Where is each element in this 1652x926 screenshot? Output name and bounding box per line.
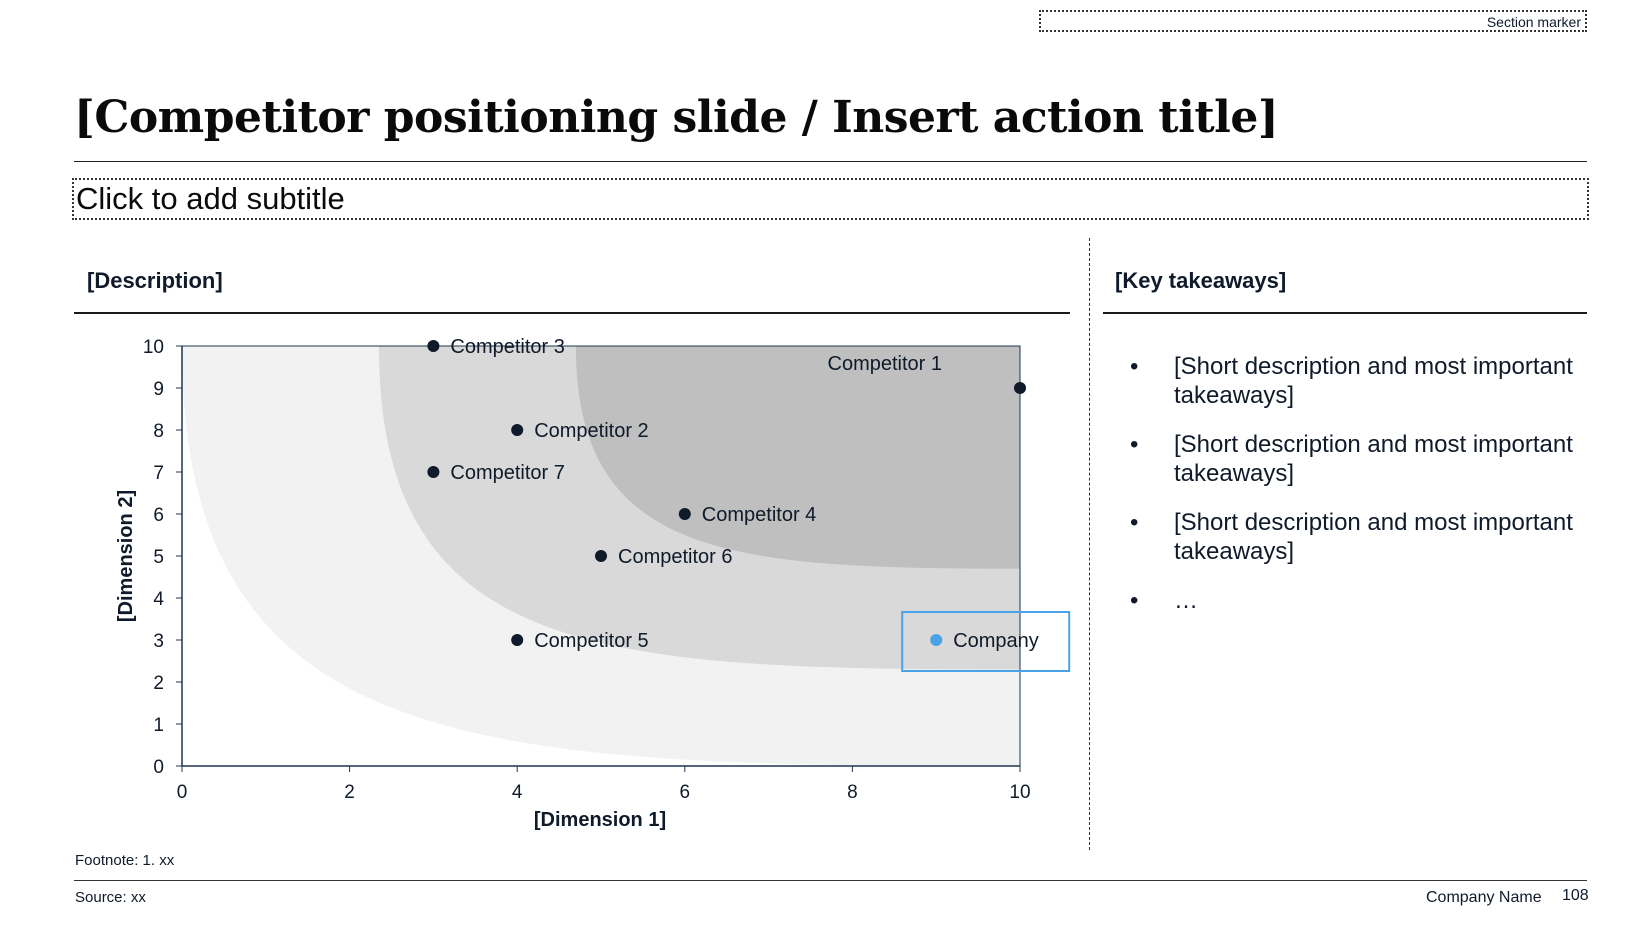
bullet-icon: • [1130,353,1139,380]
point-label: Competitor 6 [618,546,733,568]
point-label: Competitor 7 [450,462,565,484]
y-tick-label: 3 [153,631,164,652]
footer-divider [74,880,1587,881]
slide-title[interactable]: [Competitor positioning slide / Insert a… [74,92,1279,143]
point-competitor-6 [595,550,607,562]
x-tick-label: 4 [512,782,523,803]
takeaway-text: [Short description and most important ta… [1174,431,1573,487]
page-number: 108 [1562,887,1589,904]
takeaway-text: … [1174,587,1198,614]
y-tick-label: 1 [153,715,164,736]
y-tick-label: 5 [153,547,164,568]
x-tick-label: 2 [344,782,355,803]
y-tick-label: 9 [153,379,164,400]
point-label: Competitor 4 [702,504,817,526]
column-divider [1089,238,1090,850]
x-axis-label: [Dimension 1] [534,809,666,831]
description-header: [Description] [87,268,223,293]
x-tick-label: 10 [1009,782,1030,803]
point-label: Competitor 1 [828,353,943,375]
y-axis-label: [Dimension 2] [115,490,137,622]
chart-points: Competitor 1 Competitor 2 Competitor 3 Comp… [427,336,1071,672]
point-competitor-5 [511,634,524,646]
point-label: Competitor 5 [534,630,649,652]
y-tick-label: 0 [153,757,164,778]
company-name: Company Name [1426,889,1542,906]
bullet-icon: • [1130,509,1139,536]
company-highlight-box [901,611,1071,672]
chart-axes: 0 2 4 6 8 10 0 1 2 3 4 5 6 7 8 9 10 [143,337,1031,803]
point-label: Competitor 2 [534,420,649,442]
source-note: Source: xx [75,889,146,906]
x-tick-label: 6 [680,782,691,803]
bullet-icon: • [1130,587,1139,614]
y-tick-label: 6 [153,505,164,526]
point-label: Competitor 3 [450,336,565,358]
takeaway-text: [Short description and most important ta… [1174,353,1573,409]
section-marker[interactable]: Section marker [1039,10,1587,32]
x-tick-label: 0 [177,782,188,803]
point-competitor-1 [1014,382,1026,394]
takeaways-rule [1103,312,1587,314]
point-competitor-2 [511,424,524,436]
description-rule [74,312,1070,314]
takeaway-item: • [Short description and most important t… [1130,508,1590,566]
point-label: Company [953,630,1039,652]
subtitle-placeholder[interactable]: Click to add subtitle [72,178,1589,220]
x-tick-label: 8 [847,782,858,803]
point-competitor-3 [427,340,440,352]
takeaway-item: • [Short description and most important t… [1130,352,1590,410]
takeaway-item: •… [1130,586,1590,615]
bullet-icon: • [1130,431,1139,458]
footnote: Footnote: 1. xx [75,852,175,869]
y-tick-label: 4 [153,589,164,610]
takeaways-list: • [Short description and most important t… [1130,352,1590,635]
y-tick-label: 10 [143,337,164,358]
y-tick-label: 8 [153,421,164,442]
takeaway-text: [Short description and most important ta… [1174,509,1573,565]
takeaway-item: • [Short description and most important t… [1130,430,1590,488]
point-competitor-4 [678,508,691,520]
y-tick-label: 7 [153,463,164,484]
title-divider [74,161,1587,162]
point-competitor-7 [427,466,440,478]
point-company [930,634,943,646]
takeaways-header: [Key takeaways] [1115,268,1287,293]
y-tick-label: 2 [153,673,164,694]
